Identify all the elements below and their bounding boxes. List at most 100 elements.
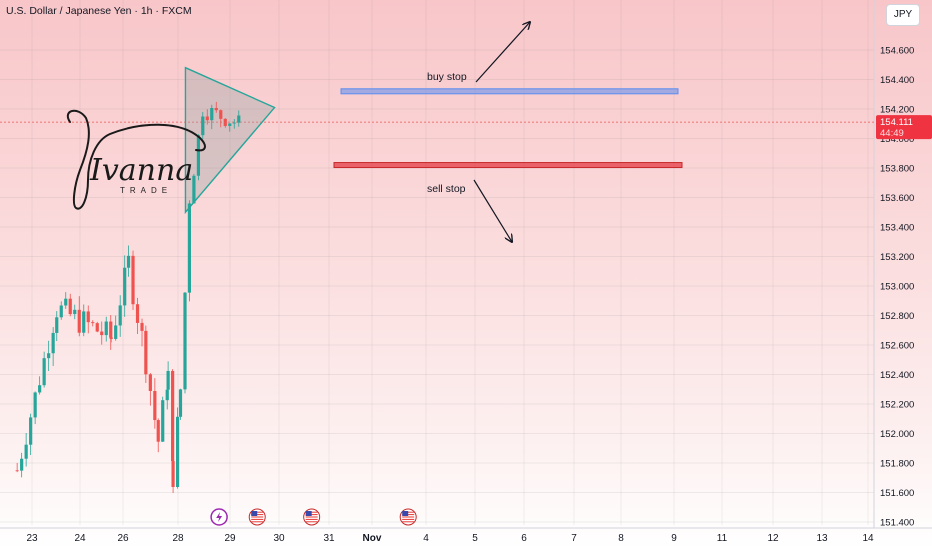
candle-body (64, 298, 68, 306)
y-tick-label: 152.200 (880, 400, 914, 411)
candle-body (165, 389, 169, 401)
candle-body (171, 370, 175, 462)
x-tick-label: Nov (363, 533, 382, 544)
candle-body (33, 392, 37, 418)
candle-body (219, 110, 223, 119)
svg-text:Ivanna: Ivanna (89, 153, 193, 188)
candle-body (187, 203, 192, 293)
candle-body (161, 400, 165, 442)
candle-body (156, 420, 160, 442)
candle-body (144, 330, 148, 375)
candle-body (192, 175, 196, 204)
y-tick-label: 151.800 (880, 459, 914, 470)
candlestick-series (15, 101, 241, 493)
candle-body (140, 322, 144, 331)
y-tick-label: 154.000 (880, 134, 914, 145)
candle-body (123, 267, 127, 306)
svg-text:154.111: 154.111 (880, 117, 913, 128)
sell-arrow (473, 179, 512, 242)
candle-body (126, 255, 131, 268)
candle-body (73, 309, 77, 315)
chart-title: U.S. Dollar / Japanese Yen · 1h · FXCM (6, 5, 192, 17)
candle-body (95, 323, 99, 332)
candle-body (100, 331, 104, 336)
candle-body (131, 255, 135, 305)
candle-body (15, 470, 19, 472)
x-tick-label: 28 (172, 533, 184, 544)
y-tick-label: 153.400 (880, 223, 914, 234)
y-tick-label: 152.800 (880, 311, 914, 322)
candle-body (175, 416, 180, 488)
candle-body (38, 385, 42, 393)
candle-body (104, 321, 108, 336)
y-tick-label: 153.000 (880, 282, 914, 293)
candle-body (201, 116, 205, 136)
svg-text:TRADE: TRADE (120, 186, 172, 195)
candle-body (228, 123, 232, 126)
candle-body (82, 311, 86, 333)
x-tick-label: 8 (618, 533, 624, 544)
candle-body (148, 374, 152, 391)
candle-body (232, 122, 236, 124)
y-tick-label: 151.600 (880, 488, 914, 499)
candle-body (214, 107, 218, 111)
y-tick-label: 154.400 (880, 75, 914, 86)
candle-body (196, 135, 201, 176)
x-tick-label: 24 (74, 533, 86, 544)
x-tick-label: 9 (671, 533, 677, 544)
x-tick-label: 26 (117, 533, 129, 544)
current-price-tag: 154.111 44:49 (876, 115, 932, 140)
candle-body (183, 292, 187, 390)
candle-body (77, 309, 81, 333)
x-tick-label: 5 (472, 533, 478, 544)
y-tick-label: 153.200 (880, 252, 914, 263)
candle-body (171, 461, 175, 488)
candle-body (68, 298, 72, 315)
candle-body (109, 321, 113, 338)
candle-body (86, 311, 90, 323)
ivanna-trade-logo: Ivanna TRADE (67, 109, 206, 210)
sell-stop-zone[interactable] (333, 162, 683, 169)
x-tick-label: 6 (521, 533, 527, 544)
currency-badge[interactable]: JPY (886, 4, 920, 26)
y-tick-label: 153.800 (880, 164, 914, 175)
y-tick-label: 154.600 (880, 46, 914, 57)
us-flag-icon[interactable] (399, 508, 417, 526)
x-tick-label: 7 (571, 533, 577, 544)
candle-body (210, 107, 214, 121)
candle-body (223, 118, 227, 126)
candle-body (91, 322, 95, 324)
candle-body (42, 358, 46, 386)
x-axis[interactable]: 23 24 26 28 29 30 31 Nov 4 5 6 7 8 9 11 12 13 14 (26, 533, 874, 544)
candle-body (118, 305, 122, 326)
x-tick-label: 12 (767, 533, 779, 544)
y-tick-label: 152.600 (880, 341, 914, 352)
us-flag-icon[interactable] (248, 508, 266, 526)
us-flag-icon[interactable] (303, 508, 321, 526)
candle-body (29, 417, 33, 445)
candle-body (237, 115, 241, 123)
candle-body (55, 317, 59, 333)
buy-stop-label: buy stop (427, 71, 467, 83)
candle-body (51, 332, 55, 354)
candle-body (178, 389, 183, 417)
y-tick-label: 152.000 (880, 429, 914, 440)
x-tick-label: 14 (862, 533, 874, 544)
sell-stop-label: sell stop (427, 183, 466, 195)
candle-body (205, 116, 209, 121)
candle-body (109, 337, 113, 339)
x-tick-label: 13 (816, 533, 828, 544)
candle-body (20, 458, 24, 471)
buy-stop-zone[interactable] (340, 88, 679, 95)
y-axis[interactable]: 151.400 151.600 151.800 152.000 152.200 152.4… (880, 46, 914, 529)
buy-arrow (475, 22, 530, 83)
y-tick-label: 151.400 (880, 518, 914, 529)
x-tick-label: 29 (224, 533, 236, 544)
x-tick-label: 23 (26, 533, 38, 544)
candle-body (114, 325, 118, 339)
candle-body (47, 353, 51, 359)
candle-body (59, 305, 63, 318)
lightning-icon[interactable] (210, 508, 228, 526)
candle-body (135, 304, 140, 323)
